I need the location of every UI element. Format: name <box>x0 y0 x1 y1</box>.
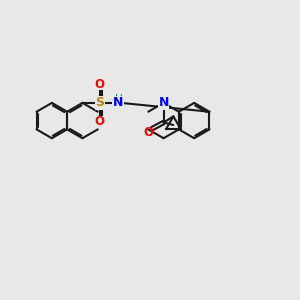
Text: O: O <box>94 78 105 91</box>
Text: N: N <box>158 96 169 110</box>
Text: O: O <box>94 115 105 128</box>
Text: H: H <box>115 94 122 104</box>
Text: O: O <box>143 126 153 139</box>
Text: S: S <box>95 96 104 110</box>
Text: N: N <box>113 96 123 110</box>
